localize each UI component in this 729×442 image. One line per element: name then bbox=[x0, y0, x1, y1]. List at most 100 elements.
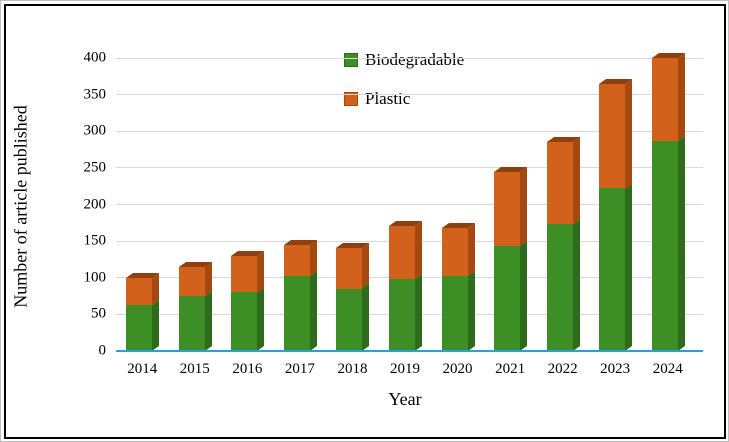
chart-canvas: Number of article published Year Biodegr… bbox=[6, 6, 724, 437]
x-tick-label: 2024 bbox=[652, 361, 683, 377]
bar-side-segment bbox=[415, 274, 422, 351]
bar-segment-plastic bbox=[389, 226, 415, 280]
bar-side-segment bbox=[257, 287, 265, 351]
bar-segment-biodegradable bbox=[494, 245, 521, 351]
bar-segment-plastic bbox=[441, 227, 468, 276]
bar-segment-plastic bbox=[126, 277, 153, 305]
gridline bbox=[116, 167, 703, 169]
x-tick-label: 2015 bbox=[179, 361, 210, 377]
x-tick-label: 2019 bbox=[389, 361, 420, 377]
legend-marker-biodegradable bbox=[344, 53, 358, 67]
bar-side-face bbox=[415, 221, 422, 351]
bar-segment-plastic bbox=[283, 244, 310, 276]
bar-side-face bbox=[677, 53, 685, 351]
bar-2019 bbox=[389, 221, 423, 351]
x-tick-label: 2018 bbox=[337, 361, 368, 377]
zero-baseline bbox=[116, 350, 703, 352]
bar-side-segment bbox=[309, 239, 317, 276]
y-tick-label: 400 bbox=[83, 49, 107, 66]
bar-2022 bbox=[546, 137, 580, 351]
bar-2015 bbox=[178, 261, 212, 351]
bar-side-face bbox=[520, 166, 528, 351]
bar-segment-biodegradable bbox=[283, 275, 310, 351]
bar-side-segment bbox=[520, 166, 528, 246]
bar-side-face bbox=[257, 250, 265, 351]
bar-side-segment bbox=[309, 270, 317, 351]
legend-item-plastic: Plastic bbox=[344, 89, 464, 109]
bar-segment-biodegradable bbox=[126, 304, 153, 351]
bar-segment-biodegradable bbox=[441, 275, 468, 351]
y-tick-label: 300 bbox=[83, 122, 107, 139]
bar-side-segment bbox=[415, 221, 422, 280]
y-tick-label: 150 bbox=[83, 232, 107, 249]
bar-segment-biodegradable bbox=[231, 292, 258, 351]
bar-segment-plastic bbox=[336, 248, 363, 289]
bar-side-face bbox=[152, 272, 160, 351]
bar-side-segment bbox=[204, 261, 212, 297]
bar-segment-plastic bbox=[178, 266, 205, 297]
bar-side-segment bbox=[257, 250, 265, 293]
bar-side-segment bbox=[625, 183, 633, 351]
x-tick-label: 2020 bbox=[442, 361, 473, 377]
bar-segment-biodegradable bbox=[178, 296, 205, 351]
bar-side-segment bbox=[572, 219, 580, 351]
bar-side-segment bbox=[152, 272, 160, 305]
bar-2020 bbox=[441, 222, 475, 351]
bar-side-segment bbox=[677, 53, 685, 141]
bar-side-segment bbox=[572, 137, 580, 225]
bar-2016 bbox=[231, 250, 265, 351]
chart-frame: Number of article published Year Biodegr… bbox=[4, 4, 726, 439]
legend-label: Plastic bbox=[365, 89, 411, 108]
bar-2018 bbox=[336, 243, 370, 351]
x-tick-label: 2017 bbox=[284, 361, 315, 377]
bar-segment-biodegradable bbox=[546, 224, 573, 351]
bar-side-segment bbox=[677, 135, 685, 351]
x-tick-label: 2021 bbox=[495, 361, 526, 377]
bar-side-segment bbox=[362, 243, 370, 289]
legend-item-biodegradable: Biodegradable bbox=[344, 50, 464, 70]
x-axis-title: Year bbox=[388, 389, 422, 409]
legend-label: Biodegradable bbox=[365, 50, 465, 69]
bar-2021 bbox=[494, 166, 528, 351]
gridline bbox=[116, 57, 703, 59]
legend: Biodegradable Plastic bbox=[344, 50, 464, 128]
y-tick-label: 250 bbox=[83, 159, 107, 176]
bar-side-face bbox=[362, 243, 370, 351]
x-tick-label: 2023 bbox=[600, 361, 631, 377]
bar-segment-biodegradable bbox=[599, 188, 626, 351]
bar-2024 bbox=[651, 53, 685, 351]
y-tick-label: 200 bbox=[83, 196, 107, 212]
bar-segment-plastic bbox=[231, 255, 258, 293]
y-tick-label: 350 bbox=[83, 86, 107, 103]
bar-segment-biodegradable bbox=[336, 288, 363, 351]
bar-side-face bbox=[572, 137, 580, 351]
legend-marker-plastic bbox=[344, 92, 358, 106]
bar-segment-biodegradable bbox=[389, 279, 415, 351]
x-tick-label: 2022 bbox=[547, 361, 578, 377]
bar-side-face bbox=[625, 78, 633, 351]
bar-2023 bbox=[599, 78, 633, 351]
bar-segment-plastic bbox=[494, 171, 521, 246]
bar-side-segment bbox=[625, 78, 633, 189]
bar-side-segment bbox=[362, 283, 370, 351]
bar-2017 bbox=[283, 239, 317, 351]
bar-2014 bbox=[126, 272, 160, 351]
y-axis-title: Number of article published bbox=[10, 105, 31, 308]
bar-segment-plastic bbox=[546, 142, 573, 225]
bar-side-face bbox=[309, 239, 317, 351]
bar-segment-plastic bbox=[599, 83, 626, 189]
y-tick-label: 100 bbox=[83, 269, 107, 286]
bar-side-face bbox=[467, 222, 475, 351]
gridline bbox=[116, 130, 703, 132]
bar-side-segment bbox=[467, 270, 475, 351]
bar-side-segment bbox=[204, 291, 212, 351]
y-tick-label: 50 bbox=[91, 305, 106, 322]
bar-side-segment bbox=[152, 299, 160, 351]
gridline bbox=[116, 94, 703, 96]
y-tick-label: 0 bbox=[98, 342, 107, 359]
x-tick-label: 2016 bbox=[232, 361, 263, 377]
bar-segment-biodegradable bbox=[651, 140, 678, 351]
bar-side-segment bbox=[520, 240, 528, 351]
bar-segment-plastic bbox=[651, 58, 678, 141]
